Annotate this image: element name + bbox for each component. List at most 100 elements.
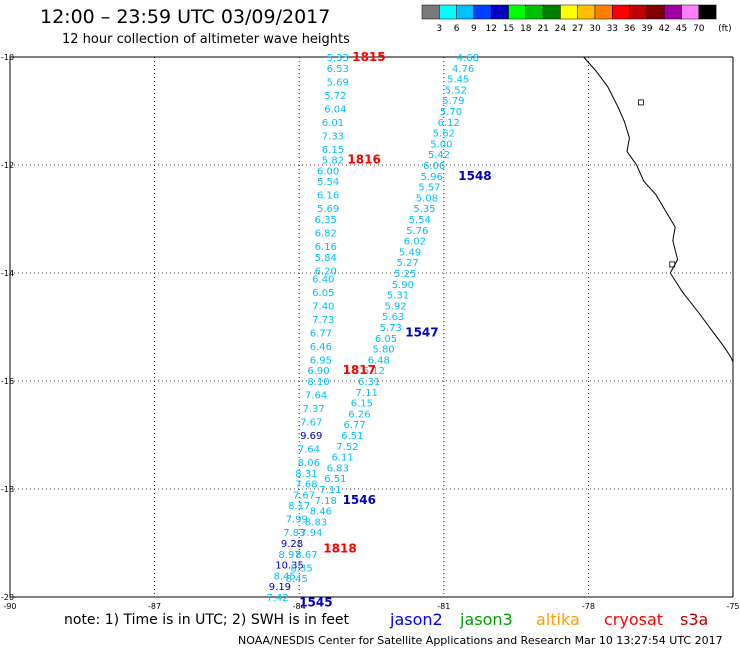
swh-value: 6.40 <box>312 274 334 285</box>
swh-value: 8.45 <box>286 574 308 585</box>
colorbar-swatch <box>473 4 492 20</box>
swh-value: 5.54 <box>317 177 339 188</box>
swh-value: 5.76 <box>406 226 428 237</box>
swh-value: 5.49 <box>399 247 421 258</box>
swh-value: 5.42 <box>428 150 450 161</box>
swh-value: 9.28 <box>281 539 303 550</box>
colorbar-swatch <box>629 4 648 20</box>
swh-value: 5.69 <box>317 204 339 215</box>
swh-value: 5.27 <box>397 258 419 269</box>
page-subtitle: 12 hour collection of altimeter wave hei… <box>62 32 350 47</box>
swh-value: 5.84 <box>315 253 337 264</box>
swh-value: 5.33 <box>327 53 349 64</box>
colorbar-swatch <box>612 4 630 20</box>
orbit-number: 1547 <box>405 325 438 339</box>
swh-value: 6.12 <box>363 366 385 377</box>
colorbar-label: 42 <box>658 24 669 34</box>
legend-jason2: jason2 <box>390 610 443 629</box>
lon-tick-label: -75 <box>726 602 739 611</box>
swh-value: 8.31 <box>295 469 317 480</box>
colorbar-label: 9 <box>471 24 477 34</box>
colorbar-swatch <box>646 4 665 20</box>
coastline-path <box>583 56 734 363</box>
swh-value: 5.35 <box>413 204 435 215</box>
colorbar-swatch <box>542 4 561 20</box>
colorbar: 3 6 9 12 15 18 21 24 27 30 33 36 39 42 45 70 (ft) <box>421 4 732 34</box>
legend-altika: altika <box>536 610 580 629</box>
swh-value: 6.06 <box>423 161 445 172</box>
swh-value: 5.00 <box>430 139 452 150</box>
lon-tick-label: -84 <box>293 602 306 611</box>
swh-value: 6.77 <box>343 420 365 431</box>
swh-value: 8.83 <box>305 517 327 528</box>
orbit-number: 1545 <box>299 595 332 609</box>
legend-cryosat: cryosat <box>604 610 664 629</box>
colorbar-swatch <box>525 4 544 20</box>
colorbar-swatch <box>594 4 613 20</box>
swh-value: 5.31 <box>387 291 409 302</box>
orbit-number: 1818 <box>323 541 356 555</box>
swh-value: 8.45 <box>274 571 296 582</box>
swh-value: 7.99 <box>286 515 308 526</box>
lat-tick-label: -16 <box>1 377 14 386</box>
swh-value: 10.35 <box>275 561 304 572</box>
swh-value: 6.12 <box>437 118 459 129</box>
swh-value: 8.06 <box>298 458 320 469</box>
orbit-number: 1546 <box>343 493 376 507</box>
swh-value: 6.16 <box>317 191 339 202</box>
swh-value: 7.11 <box>319 485 341 496</box>
swh-value: 6.95 <box>310 355 332 366</box>
swh-value: 4.76 <box>452 64 474 75</box>
coastline <box>583 56 734 363</box>
colorbar-label: 36 <box>624 24 636 34</box>
footer-credit: NOAA/NESDIS Center for Satellite Applica… <box>238 634 723 647</box>
legend-jason3: jason3 <box>460 610 513 629</box>
swh-value: 6.31 <box>358 377 380 388</box>
colorbar-label: 39 <box>641 24 653 34</box>
swh-value: 6.20 <box>315 266 337 277</box>
colorbar-swatch <box>577 4 596 20</box>
swh-value: 6.48 <box>368 355 390 366</box>
swh-value: 8.10 <box>307 377 329 388</box>
swh-value: 6.51 <box>324 474 346 485</box>
swh-value: 7.73 <box>312 315 334 326</box>
swh-value: 6.26 <box>348 409 370 420</box>
swh-value: 7.18 <box>315 496 337 507</box>
swh-value: 8.46 <box>310 507 332 518</box>
swh-value: 6.11 <box>331 453 353 464</box>
swh-value: 5.73 <box>380 323 402 334</box>
lat-tick-label: -10 <box>1 53 14 62</box>
colorbar-swatch <box>421 4 440 20</box>
lat-tick-label: -14 <box>1 269 14 278</box>
colorbar-swatch <box>560 4 578 20</box>
swh-value: 5.52 <box>445 85 467 96</box>
swh-value: 5.62 <box>433 129 455 140</box>
swh-value: 5.45 <box>447 75 469 86</box>
page-title: 12:00 – 23:59 UTC 03/09/2017 <box>40 6 331 28</box>
swh-value: 5.54 <box>409 215 431 226</box>
swh-value: 6.15 <box>351 399 373 410</box>
lat-tick-label: -18 <box>1 485 14 494</box>
swh-value: 7.11 <box>356 388 378 399</box>
swh-value: 5.57 <box>418 183 440 194</box>
swh-value: 5.70 <box>440 107 462 118</box>
axis-labels: -90 -87 -84 -81 -78 -75 -10 -12 -14 -16 -18 -20 <box>1 53 740 611</box>
swh-value: 6.51 <box>341 431 363 442</box>
swh-value: 6.02 <box>404 237 426 248</box>
swh-value: 8.17 <box>288 501 310 512</box>
island-shape <box>638 99 644 106</box>
colorbar-label: 30 <box>589 24 601 34</box>
swh-value: 5.79 <box>442 96 464 107</box>
colorbar-label: 24 <box>555 24 567 34</box>
orbit-labels: 1815 1816 1548 1547 1817 1546 1818 1545 <box>299 50 491 609</box>
swh-value: 5.90 <box>392 280 414 291</box>
swh-value: 6.46 <box>310 342 332 353</box>
swh-value: 7.94 <box>300 528 322 539</box>
colorbar-label: 33 <box>607 24 618 34</box>
swh-value: 7.33 <box>322 131 344 142</box>
swh-value: 7.64 <box>298 445 320 456</box>
swh-value: 8.35 <box>290 563 312 574</box>
swh-value: 5.08 <box>416 193 438 204</box>
swh-value: 7.52 <box>336 442 358 453</box>
